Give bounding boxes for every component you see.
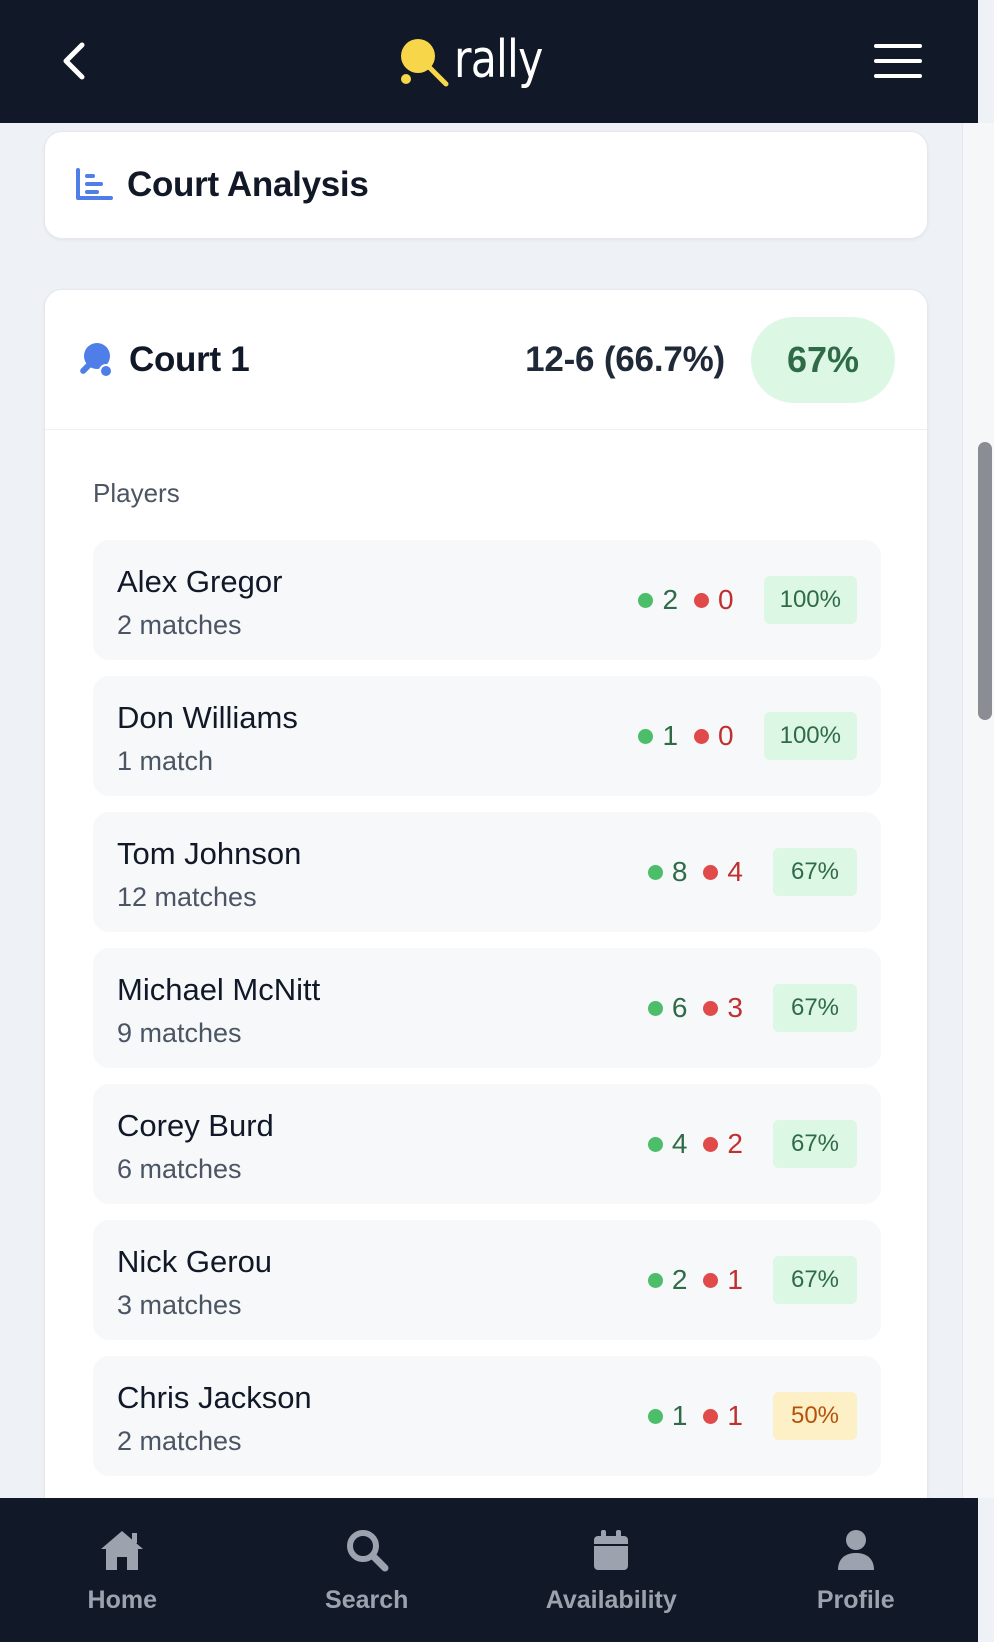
losses-count: 3: [703, 992, 743, 1024]
page-title: Court Analysis: [127, 165, 369, 204]
player-row[interactable]: Don Williams 1 match 1 0 100%: [93, 676, 881, 796]
nav-label-home: Home: [87, 1586, 157, 1614]
player-matches: 3 matches: [117, 1290, 242, 1320]
back-button[interactable]: [52, 36, 96, 86]
player-name: Alex Gregor: [117, 564, 283, 599]
nav-label-availability: Availability: [545, 1586, 677, 1614]
loss-dot-icon: [703, 864, 719, 880]
wins-count: 1: [647, 1400, 687, 1432]
player-matches: 12 matches: [117, 882, 257, 912]
player-stats: 1 0 100%: [638, 712, 857, 760]
wins-count: 2: [647, 1264, 687, 1296]
losses-count: 4: [703, 856, 743, 888]
losses-count: 0: [694, 720, 734, 752]
player-name: Corey Burd: [117, 1108, 274, 1143]
player-stats: 2 0 100%: [638, 576, 857, 624]
user-icon: [837, 1530, 874, 1570]
player-row[interactable]: Chris Jackson 2 matches 1 1 50%: [93, 1356, 881, 1476]
player-matches: 6 matches: [117, 1154, 242, 1184]
win-dot-icon: [638, 728, 654, 744]
win-pct-badge: 67%: [773, 1256, 857, 1304]
chevron-left-icon: [63, 42, 85, 80]
nav-item-search[interactable]: Search: [245, 1498, 490, 1642]
win-dot-icon: [647, 1136, 663, 1152]
nav-item-home[interactable]: Home: [0, 1498, 245, 1642]
player-name: Chris Jackson: [117, 1380, 312, 1415]
player-matches: 2 matches: [117, 610, 242, 640]
win-dot-icon: [638, 592, 654, 608]
loss-dot-icon: [703, 1408, 719, 1424]
win-pct-badge: 100%: [763, 712, 857, 760]
menu-button[interactable]: [868, 36, 928, 86]
losses-count: 2: [703, 1128, 743, 1160]
court-header[interactable]: Court 1 12-6 (66.7%) 67%: [45, 290, 927, 430]
nav-item-profile[interactable]: Profile: [734, 1498, 979, 1642]
nav-item-availability[interactable]: Availability: [489, 1498, 734, 1642]
court-name: Court 1: [129, 339, 250, 379]
win-pct-badge: 67%: [773, 848, 857, 896]
nav-label-profile: Profile: [816, 1586, 895, 1614]
hamburger-menu-icon: [874, 44, 922, 78]
player-matches: 9 matches: [117, 1018, 242, 1048]
wins-count: 1: [638, 720, 678, 752]
wins-count: 4: [647, 1128, 687, 1160]
home-icon: [101, 1531, 144, 1570]
player-name: Nick Gerou: [117, 1244, 273, 1279]
player-stats: 2 1 67%: [647, 1256, 857, 1304]
win-pct-badge: 67%: [773, 984, 857, 1032]
player-row[interactable]: Alex Gregor 2 matches 2 0 100%: [93, 540, 881, 660]
search-icon: [346, 1530, 389, 1572]
paddle-ball-logo-icon: [401, 38, 449, 86]
wins-count: 8: [647, 856, 687, 888]
player-row[interactable]: Corey Burd 6 matches 4 2 67%: [93, 1084, 881, 1204]
loss-dot-icon: [703, 1000, 719, 1016]
scrollbar-thumb[interactable]: [978, 442, 992, 720]
nav-label-search: Search: [325, 1586, 409, 1614]
court-card: Court 1 12-6 (66.7%) 67% Players Alex Gr…: [44, 289, 928, 1498]
win-dot-icon: [647, 1408, 663, 1424]
player-name: Tom Johnson: [117, 836, 302, 871]
players-label: Players: [93, 478, 180, 508]
player-matches: 2 matches: [117, 1426, 242, 1456]
main-content[interactable]: Court Analysis Court 1 12-6 (66.7%) 67% …: [0, 123, 978, 1498]
calendar-icon: [594, 1530, 629, 1570]
loss-dot-icon: [703, 1136, 719, 1152]
player-row[interactable]: Nick Gerou 3 matches 2 1 67%: [93, 1220, 881, 1340]
win-pct-badge: 67%: [773, 1120, 857, 1168]
loss-dot-icon: [703, 1272, 719, 1288]
player-name: Don Williams: [117, 700, 298, 735]
court-analysis-card: Court Analysis: [44, 131, 928, 239]
court-record: 12-6 (66.7%): [525, 339, 725, 379]
win-pct-badge: 50%: [773, 1392, 857, 1440]
app-logo[interactable]: rally: [396, 34, 562, 90]
win-dot-icon: [647, 864, 663, 880]
logo-text: rally: [454, 29, 543, 90]
losses-count: 1: [703, 1264, 743, 1296]
player-matches: 1 match: [117, 746, 214, 776]
player-stats: 8 4 67%: [647, 848, 857, 896]
player-stats: 1 1 50%: [647, 1392, 857, 1440]
bar-chart-icon: [76, 168, 113, 200]
loss-dot-icon: [694, 728, 710, 744]
loss-dot-icon: [694, 592, 710, 608]
wins-count: 6: [647, 992, 687, 1024]
player-row[interactable]: Michael McNitt 9 matches 6 3 67%: [93, 948, 881, 1068]
player-stats: 4 2 67%: [647, 1120, 857, 1168]
losses-count: 1: [703, 1400, 743, 1432]
scrollbar-track[interactable]: [962, 123, 994, 1498]
win-pct-badge: 100%: [763, 576, 857, 624]
wins-count: 2: [638, 584, 678, 616]
losses-count: 0: [694, 584, 734, 616]
bottom-nav: Home Search Availability Profile: [0, 1498, 978, 1642]
court-win-rate-badge: 67%: [751, 316, 895, 403]
player-row[interactable]: Tom Johnson 12 matches 8 4 67%: [93, 812, 881, 932]
player-name: Michael McNitt: [117, 972, 321, 1007]
top-bar: rally: [0, 0, 978, 123]
win-dot-icon: [647, 1272, 663, 1288]
player-stats: 6 3 67%: [647, 984, 857, 1032]
paddle-icon: [80, 342, 113, 378]
win-dot-icon: [647, 1000, 663, 1016]
